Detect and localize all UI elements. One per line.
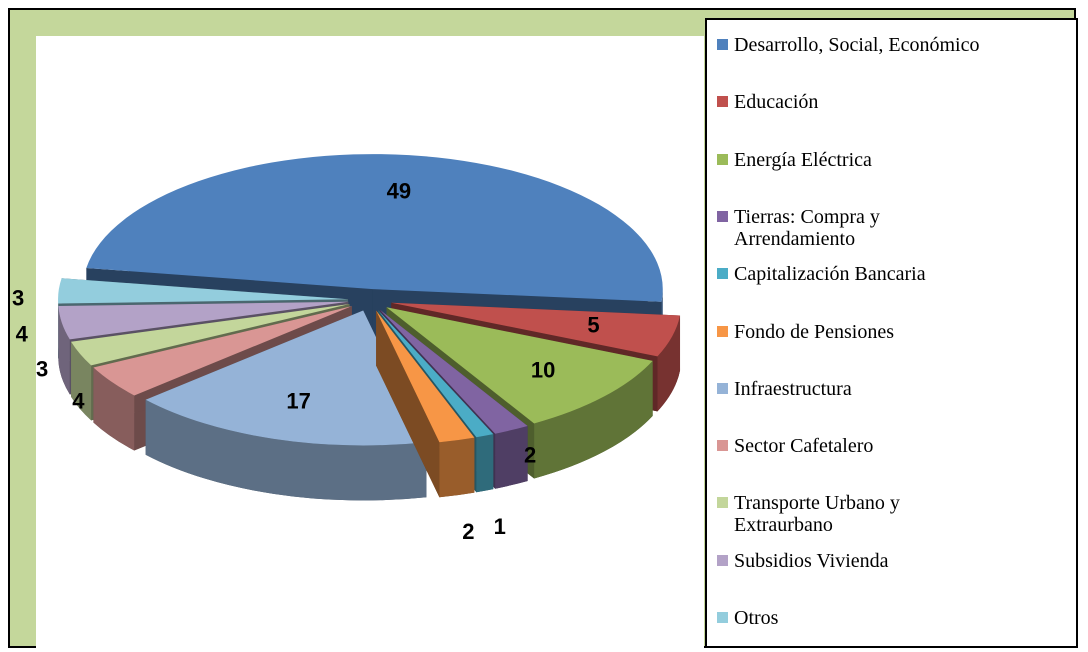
data-label: 10: [531, 357, 555, 382]
legend-label: Energía Eléctrica: [734, 148, 872, 171]
legend-label: Sector Cafetalero: [734, 435, 874, 458]
slice-wall: [71, 341, 92, 421]
data-label: 17: [286, 389, 310, 414]
data-label: 2: [462, 519, 474, 544]
legend-label: Subsidios Vivienda: [734, 549, 889, 572]
data-label: 3: [36, 357, 48, 382]
legend-item: Transporte Urbano y Extraurbano: [717, 492, 996, 536]
slice-side: [93, 306, 352, 423]
legend-label: Fondo de Pensiones: [734, 320, 894, 343]
legend-item: Otros: [717, 607, 996, 629]
slice-top: [378, 310, 494, 438]
slice-top: [71, 304, 350, 366]
legend: Desarrollo, Social, Económico Educación En…: [705, 18, 1078, 648]
legend-item: Fondo de Pensiones: [717, 321, 996, 343]
legend-swatch: [717, 325, 728, 337]
slice-side: [376, 310, 440, 498]
data-label: 4: [72, 389, 85, 414]
legend-label: Capitalización Bancaria: [734, 263, 926, 286]
legend-item: Energía Eléctrica: [717, 149, 996, 171]
slice: [376, 310, 475, 498]
legend-label: Infraestructura: [734, 377, 852, 400]
slice: [145, 310, 427, 501]
legend-swatch: [717, 96, 728, 108]
slice-top: [58, 278, 349, 304]
legend-label: Transporte Urbano y Extraurbano: [734, 492, 900, 537]
slice-top: [58, 301, 349, 340]
legend-label: Desarrollo, Social, Económico: [734, 34, 980, 56]
legend-item: Sector Cafetalero: [717, 435, 996, 457]
legend-swatch: [717, 612, 728, 623]
legend-label: Otros: [734, 607, 779, 629]
legend-swatch: [717, 153, 728, 165]
slice-top: [145, 310, 427, 446]
legend-item: Desarrollo, Social, Económico: [717, 34, 996, 56]
legend-swatch: [717, 39, 728, 50]
slice-top: [376, 310, 475, 443]
slice-top: [391, 302, 681, 357]
legend-swatch: [717, 554, 728, 566]
slice-wall: [439, 437, 475, 498]
slice-wall: [495, 426, 528, 489]
slice-wall: [145, 399, 427, 501]
legend-swatch: [717, 268, 728, 280]
data-label: 3: [12, 285, 24, 310]
data-label: 1: [494, 514, 506, 539]
legend-item: Infraestructura: [717, 378, 996, 400]
slice-wall: [534, 360, 653, 479]
data-label: 2: [524, 443, 536, 468]
slice-wall: [58, 305, 70, 395]
legend-item: Educación: [717, 91, 996, 113]
legend-swatch: [717, 440, 728, 452]
legend-swatch: [717, 210, 728, 222]
legend-item: Subsidios Vivienda: [717, 550, 996, 572]
slice-wall: [476, 434, 494, 493]
data-label: 5: [587, 313, 599, 338]
data-label: 49: [387, 178, 411, 203]
slice-top: [86, 154, 663, 302]
slice-top: [386, 307, 653, 424]
data-label: 4: [16, 322, 29, 347]
legend-swatch: [717, 382, 728, 394]
legend-label: Tierras: Compra y Arrendamiento: [734, 205, 880, 250]
slice-top: [93, 306, 352, 396]
legend-item: Tierras: Compra y Arrendamiento: [717, 206, 996, 250]
slice-top: [379, 309, 528, 434]
slice-wall: [93, 367, 135, 451]
legend-label: Educación: [734, 91, 819, 114]
legend-item: Capitalización Bancaria: [717, 263, 996, 285]
slice-wall: [657, 315, 681, 412]
legend-swatch: [717, 497, 728, 509]
